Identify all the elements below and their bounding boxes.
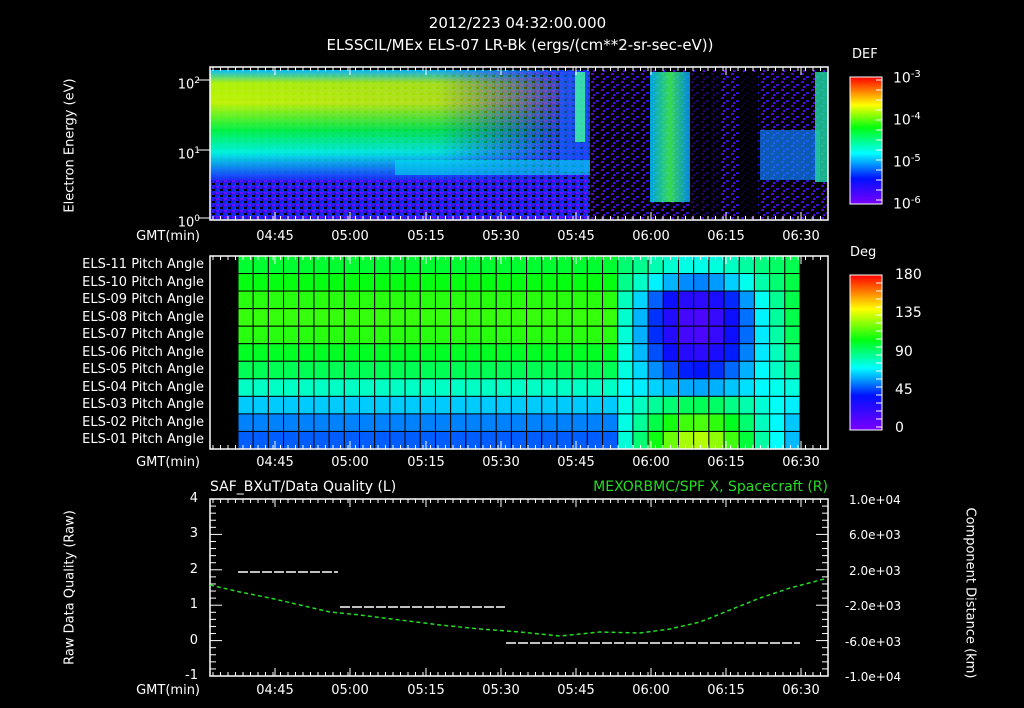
- time-tick: 05:00: [331, 683, 369, 698]
- deg-tick-45: 45: [895, 382, 913, 398]
- deg-tick-90: 90: [895, 344, 913, 360]
- time-tick: 06:00: [632, 455, 670, 470]
- time-tick: 06:15: [707, 683, 745, 698]
- left-y-tick: 0: [189, 632, 198, 648]
- time-tick: 05:00: [331, 229, 369, 244]
- time-tick: 04:45: [256, 683, 294, 698]
- time-tick: 05:30: [482, 229, 520, 244]
- time-axis-label-3: GMT(min): [136, 683, 200, 698]
- deg-tick-135: 135: [895, 305, 922, 321]
- left-y-tick: 4: [189, 491, 198, 506]
- time-tick: 06:00: [632, 683, 670, 698]
- ytick-1e0: 100: [177, 214, 200, 231]
- pitch-angle-row-label: ELS-11 Pitch Angle: [82, 257, 204, 272]
- time-tick: 06:30: [782, 455, 820, 470]
- right-y-tick: -2.0e+03: [845, 599, 902, 614]
- pitch-angle-row-label: ELS-07 Pitch Angle: [82, 327, 204, 342]
- def-tick: 10-4: [893, 111, 921, 129]
- pitch-angle-row-label: ELS-10 Pitch Angle: [82, 274, 204, 290]
- time-axis-label-2: GMT(min): [136, 455, 200, 470]
- time-tick: 06:00: [632, 229, 670, 244]
- left-y-tick: 2: [189, 561, 198, 577]
- spf-x-series: [209, 577, 829, 637]
- pitch-angle-row-label: ELS-06 Pitch Angle: [82, 344, 204, 360]
- left-y-tick: 1: [189, 597, 198, 613]
- time-tick: 05:00: [331, 455, 369, 470]
- pitch-angle-row-label: ELS-04 Pitch Angle: [82, 379, 204, 395]
- pitch-angle-heatmap: [237, 255, 801, 450]
- def-colorbar: [849, 76, 883, 205]
- spectrogram-frame: [209, 66, 829, 221]
- data-quality-axis-label: Raw Data Quality (Raw): [62, 510, 78, 665]
- right-y-tick: 6.0e+03: [849, 528, 901, 543]
- distance-axis-label: Component Distance (km): [962, 507, 978, 679]
- time-tick: 05:30: [482, 683, 520, 698]
- left-y-tick: 3: [189, 526, 198, 542]
- ytick-1e1: 101: [177, 146, 200, 163]
- def-colorbar-title: DEF: [852, 47, 878, 62]
- time-tick: 05:15: [407, 683, 445, 698]
- pitch-angle-frame: [209, 255, 829, 450]
- pitch-angle-row-label: ELS-08 Pitch Angle: [82, 309, 204, 325]
- right-y-tick: 2.0e+03: [849, 563, 901, 578]
- energy-spectrogram: [210, 70, 828, 220]
- time-axis-label-1: GMT(min): [136, 229, 200, 244]
- line-plot-left-title: SAF_BXuT/Data Quality (L): [210, 479, 397, 495]
- time-tick: 06:15: [707, 229, 745, 244]
- pitch-angle-row-label: ELS-01 Pitch Angle: [82, 432, 204, 447]
- line-plot-right-title: MEXORBMC/SPF X, Spacecraft (R): [593, 479, 828, 495]
- time-tick: 05:15: [407, 455, 445, 470]
- def-tick: 10-5: [893, 153, 921, 171]
- right-y-tick: 1.0e+04: [849, 493, 901, 507]
- time-tick: 06:30: [782, 683, 820, 698]
- pitch-angle-row-label: ELS-02 Pitch Angle: [82, 414, 204, 430]
- time-tick: 05:45: [557, 683, 595, 698]
- time-tick: 05:30: [482, 455, 520, 470]
- time-tick: 04:45: [256, 229, 294, 244]
- deg-colorbar: [849, 274, 883, 431]
- pitch-angle-row-label: ELS-03 Pitch Angle: [82, 397, 204, 412]
- def-tick: 10-6: [893, 195, 921, 213]
- ytick-1e2: 102: [177, 76, 200, 93]
- time-tick: 05:15: [407, 229, 445, 244]
- plot-datetime: 2012/223 04:32:00.000: [428, 14, 607, 32]
- line-plot-frame: [209, 498, 829, 677]
- left-y-tick: -1: [185, 668, 198, 683]
- deg-colorbar-title: Deg: [850, 245, 877, 260]
- time-tick: 05:45: [557, 229, 595, 244]
- time-tick: 04:45: [256, 455, 294, 470]
- pitch-angle-row-label: ELS-09 Pitch Angle: [82, 292, 204, 307]
- time-tick: 06:30: [782, 229, 820, 244]
- right-y-tick: -6.0e+03: [845, 634, 902, 649]
- pitch-angle-row-label: ELS-05 Pitch Angle: [82, 362, 204, 377]
- time-tick: 06:15: [707, 455, 745, 470]
- energy-axis-label: Electron Energy (eV): [62, 78, 78, 213]
- def-tick: 10-3: [893, 69, 921, 87]
- time-tick: 05:45: [557, 455, 595, 470]
- deg-tick-0: 0: [895, 420, 904, 436]
- plot-title: ELSSCIL/MEx ELS-07 LR-Bk (ergs/(cm**2-sr…: [326, 36, 714, 54]
- deg-tick-180: 180: [895, 267, 922, 283]
- data-quality-series: [238, 571, 800, 644]
- right-y-tick: -1.0e+04: [845, 670, 902, 684]
